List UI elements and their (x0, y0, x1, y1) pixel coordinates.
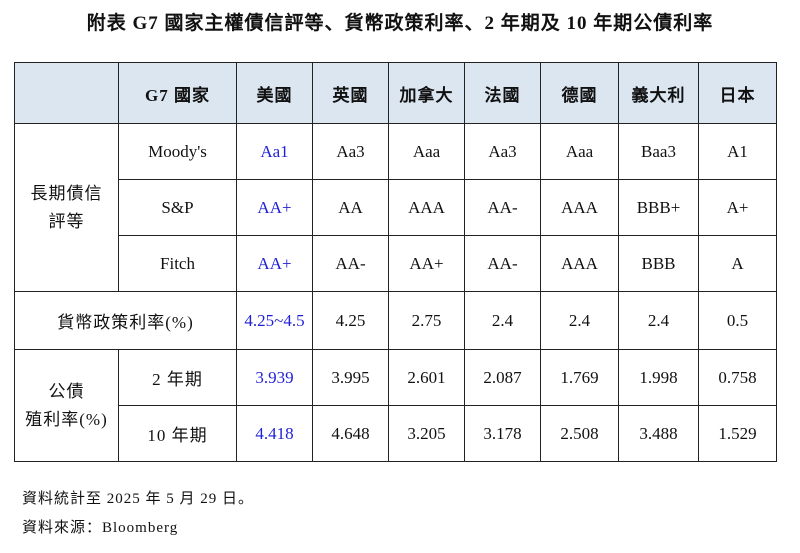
rating-cell: A1 (698, 123, 777, 180)
g7-rating-table: G7 國家 美國 英國 加拿大 法國 德國 義大利 日本 長期債信 評等 Moo… (14, 62, 777, 462)
tenor-label: 2 年期 (118, 349, 237, 406)
rating-cell: AA+ (388, 235, 465, 292)
header-row: G7 國家 美國 英國 加拿大 法國 德國 義大利 日本 (14, 62, 777, 124)
page-title: 附表 G7 國家主權債信評等、貨幣政策利率、2 年期及 10 年期公債利率 (86, 13, 714, 34)
policy-rate-label: 貨幣政策利率(%) (14, 291, 237, 350)
rating-cell: Baa3 (618, 123, 699, 180)
footnote-data-date: 資料統計至 2025 年 5 月 29 日。 (22, 491, 255, 507)
yield-cell: 1.998 (618, 349, 699, 406)
header-uk: 英國 (312, 62, 389, 124)
yield-cell: 2.508 (540, 405, 619, 462)
rating-cell-us: AA+ (236, 179, 313, 236)
rating-cell: AAA (540, 179, 619, 236)
agency-label: Fitch (118, 235, 237, 292)
yield-row-2y: 公債 殖利率(%) 2 年期 3.939 3.995 2.601 2.087 1… (14, 349, 777, 462)
yield-cell: 3.205 (388, 405, 465, 462)
yield-cell: 3.488 (618, 405, 699, 462)
footnote-source: 資料來源：Bloomberg (22, 520, 179, 536)
policy-rate-cell: 0.5 (698, 291, 777, 350)
rating-group-label-line1: 長期債信 (30, 184, 103, 204)
rating-cell: Aa3 (312, 123, 389, 180)
yield-cell-us: 4.418 (236, 405, 313, 462)
yield-cell: 1.769 (540, 349, 619, 406)
agency-label: S&P (118, 179, 237, 236)
policy-rate-cell: 2.4 (540, 291, 619, 350)
rating-cell: BBB (618, 235, 699, 292)
yield-group-label-line1: 公債 (48, 382, 85, 402)
policy-rate-cell: 2.4 (618, 291, 699, 350)
rating-cell-us: Aa1 (236, 123, 313, 180)
rating-cell: AAA (388, 179, 465, 236)
yield-cell: 3.178 (464, 405, 541, 462)
rating-cell: AA (312, 179, 389, 236)
rating-cell: Aaa (540, 123, 619, 180)
yield-cell: 2.601 (388, 349, 465, 406)
policy-rate-cell: 2.75 (388, 291, 465, 350)
rating-cell: AA- (464, 235, 541, 292)
policy-rate-cell-us: 4.25~4.5 (236, 291, 313, 350)
policy-rate-cell: 4.25 (312, 291, 389, 350)
header-italy: 義大利 (618, 62, 699, 124)
yield-group-label: 公債 殖利率(%) (14, 349, 119, 462)
header-corner (14, 62, 119, 124)
policy-rate-row: 貨幣政策利率(%) 4.25~4.5 4.25 2.75 2.4 2.4 2.4… (14, 291, 777, 350)
rating-group-label-line2: 評等 (48, 211, 85, 231)
yield-cell: 4.648 (312, 405, 389, 462)
rating-row-sp: S&P AA+ AA AAA AA- AAA BBB+ A+ (15, 179, 777, 236)
rating-cell: BBB+ (618, 179, 699, 236)
yield-cell: 0.758 (698, 349, 777, 406)
yield-cell: 1.529 (698, 405, 777, 462)
header-us: 美國 (236, 62, 313, 124)
tenor-label: 10 年期 (118, 405, 237, 462)
rating-cell: A+ (698, 179, 777, 236)
yield-cell-us: 3.939 (236, 349, 313, 406)
rating-cell: AA- (464, 179, 541, 236)
header-japan: 日本 (698, 62, 777, 124)
rating-cell: A (698, 235, 777, 292)
policy-rate-cell: 2.4 (464, 291, 541, 350)
header-g7-countries: G7 國家 (118, 62, 237, 124)
rating-group-label: 長期債信 評等 (14, 123, 119, 292)
rating-cell: Aaa (388, 123, 465, 180)
header-germany: 德國 (540, 62, 619, 124)
yield-row-10y: 10 年期 4.418 4.648 3.205 3.178 2.508 3.48… (15, 405, 777, 462)
rating-cell: AA- (312, 235, 389, 292)
rating-cell-us: AA+ (236, 235, 313, 292)
rating-cell: AAA (540, 235, 619, 292)
header-france: 法國 (464, 62, 541, 124)
yield-group-label-line2: 殖利率(%) (25, 409, 108, 429)
header-canada: 加拿大 (388, 62, 465, 124)
rating-row-moodys: 長期債信 評等 Moody's Aa1 Aa3 Aaa Aa3 Aaa Baa3… (14, 123, 777, 292)
yield-cell: 2.087 (464, 349, 541, 406)
yield-cell: 3.995 (312, 349, 389, 406)
rating-row-fitch: Fitch AA+ AA- AA+ AA- AAA BBB A (15, 235, 777, 292)
rating-cell: Aa3 (464, 123, 541, 180)
agency-label: Moody's (118, 123, 237, 180)
